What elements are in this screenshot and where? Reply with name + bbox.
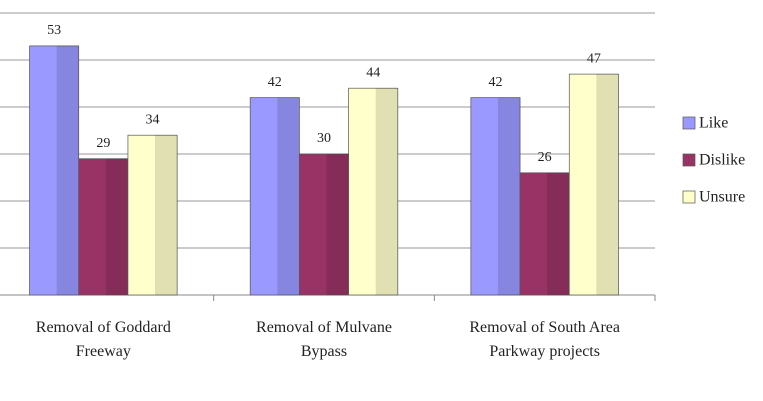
data-label: 34 [146,112,160,127]
data-label: 47 [587,51,601,66]
data-label: 29 [96,136,110,151]
legend-label: Dislike [699,152,745,169]
bar-shade [596,74,619,295]
bar-shade [497,97,521,295]
x-tick-label: Removal of Mulvane Bypass [256,319,392,360]
x-tick-label: Removal of South Area Parkway projects [469,319,620,360]
legend-label: Unsure [699,189,745,206]
data-label: 26 [538,150,552,165]
data-label: 42 [488,75,502,90]
bar-shade [326,154,349,295]
bar-shade [56,45,79,296]
data-label: 53 [47,23,61,38]
bar-shade [155,135,178,295]
bar [299,153,349,296]
bar [127,134,178,296]
legend-swatch [682,190,696,204]
bar-shade [105,158,128,295]
legend-swatch [682,116,696,130]
legend-swatch [682,153,696,167]
bar [78,158,129,296]
data-label: 30 [317,131,331,146]
legend-label: Like [699,115,728,132]
x-tick-label: Removal of Goddard Freeway [35,319,171,360]
bar [348,87,399,296]
bar [470,97,521,296]
bar [568,73,619,296]
data-label: 42 [268,75,282,90]
bar-shade [547,172,570,295]
bar-shade [375,88,398,295]
bar [249,97,300,296]
bar [29,45,80,296]
bar [519,172,570,296]
data-label: 44 [366,65,380,80]
bar-shade [277,97,300,295]
